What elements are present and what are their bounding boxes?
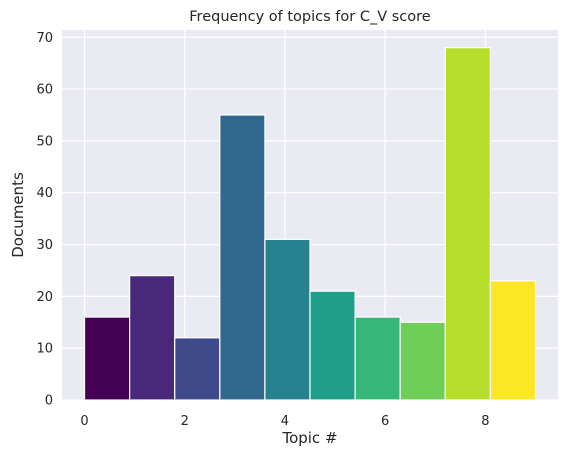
bar-topic-3 xyxy=(219,114,266,401)
bar-topic-2 xyxy=(174,337,221,401)
y-tick-label: 0 xyxy=(45,394,53,409)
chart-title: Frequency of topics for C_V score xyxy=(189,9,431,25)
y-tick-label: 40 xyxy=(36,186,53,201)
bar-topic-0 xyxy=(83,316,131,401)
y-tick-label: 50 xyxy=(36,134,53,149)
bars xyxy=(83,47,537,401)
y-tick-label: 30 xyxy=(36,238,53,253)
x-axis-ticks: 0 2 4 6 8 xyxy=(80,414,489,429)
bar-topic-8 xyxy=(444,47,491,401)
x-tick-label: 4 xyxy=(281,414,289,429)
x-tick-label: 2 xyxy=(181,414,189,429)
bar-topic-7 xyxy=(399,321,446,401)
x-tick-label: 8 xyxy=(481,414,489,429)
bar-topic-4 xyxy=(264,238,311,401)
y-axis-ticks: 0 10 20 30 40 50 60 70 xyxy=(36,31,53,409)
y-tick-label: 20 xyxy=(36,290,53,305)
bar-topic-6 xyxy=(354,316,401,401)
bar-topic-1 xyxy=(129,275,176,401)
x-tick-label: 6 xyxy=(381,414,389,429)
x-tick-label: 0 xyxy=(80,414,88,429)
bar-topic-9 xyxy=(489,280,537,401)
y-tick-label: 60 xyxy=(36,83,53,98)
y-axis-label: Documents xyxy=(9,172,27,258)
bar-topic-5 xyxy=(309,290,356,401)
x-axis-label: Topic # xyxy=(281,429,337,447)
y-tick-label: 70 xyxy=(36,31,53,46)
y-tick-label: 10 xyxy=(36,342,53,357)
